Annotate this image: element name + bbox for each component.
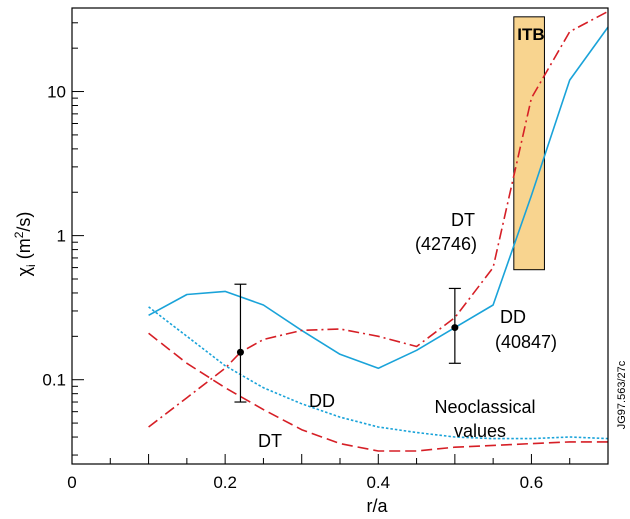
series-line-dt-measured — [148, 10, 609, 428]
tick-group: 0 0.2 0.4 0.6 0.1 1 10 — [42, 22, 609, 492]
y-axis-title-base: χ — [14, 266, 34, 276]
error-bar-marker-0 — [236, 348, 244, 356]
figure-code: JG97.563/27c — [616, 360, 628, 429]
annotation-dd-shot-line1: DD — [500, 307, 526, 327]
annotation-dd-neoclassical: DD — [309, 391, 335, 411]
series-line-dd-neoclassical — [148, 306, 609, 440]
series-line-dt-neoclassical — [148, 332, 608, 452]
error-bar-group — [234, 283, 461, 403]
y-axis-title: χi (m2/s) — [12, 212, 38, 277]
annotation-dd-shot-line2: (40847) — [495, 332, 557, 352]
y-tick-label: 10 — [47, 83, 66, 102]
y-axis-title-rest: (m — [14, 238, 34, 264]
y-axis-title-rest2: /s) — [14, 212, 34, 232]
series-line-dd-measured — [148, 26, 609, 370]
y-axis-title-subscript: i — [24, 264, 38, 267]
x-tick-label: 0 — [67, 473, 76, 492]
annotation-dt-shot-line1: DT — [451, 210, 475, 230]
annotation-dt-shot-line2: (42746) — [415, 234, 477, 254]
annotation-neoclassical-line2: values — [454, 421, 506, 441]
series-group — [148, 10, 609, 452]
annotation-dt-neoclassical: DT — [258, 431, 282, 451]
y-tick-label: 1 — [57, 227, 66, 246]
x-tick-label: 0.6 — [520, 473, 544, 492]
annotation-neoclassical-line1: Neoclassical — [434, 397, 535, 417]
x-axis-title: r/a — [366, 496, 388, 516]
y-tick-label: 0.1 — [42, 371, 66, 390]
itb-band — [513, 16, 545, 271]
error-bar-marker-1 — [451, 324, 459, 332]
plot-area — [513, 16, 545, 271]
x-tick-label: 0.2 — [213, 473, 237, 492]
itb-label: ITB — [517, 25, 544, 44]
x-tick-label: 0.4 — [366, 473, 390, 492]
y-axis-title-superscript: 2 — [12, 231, 26, 238]
